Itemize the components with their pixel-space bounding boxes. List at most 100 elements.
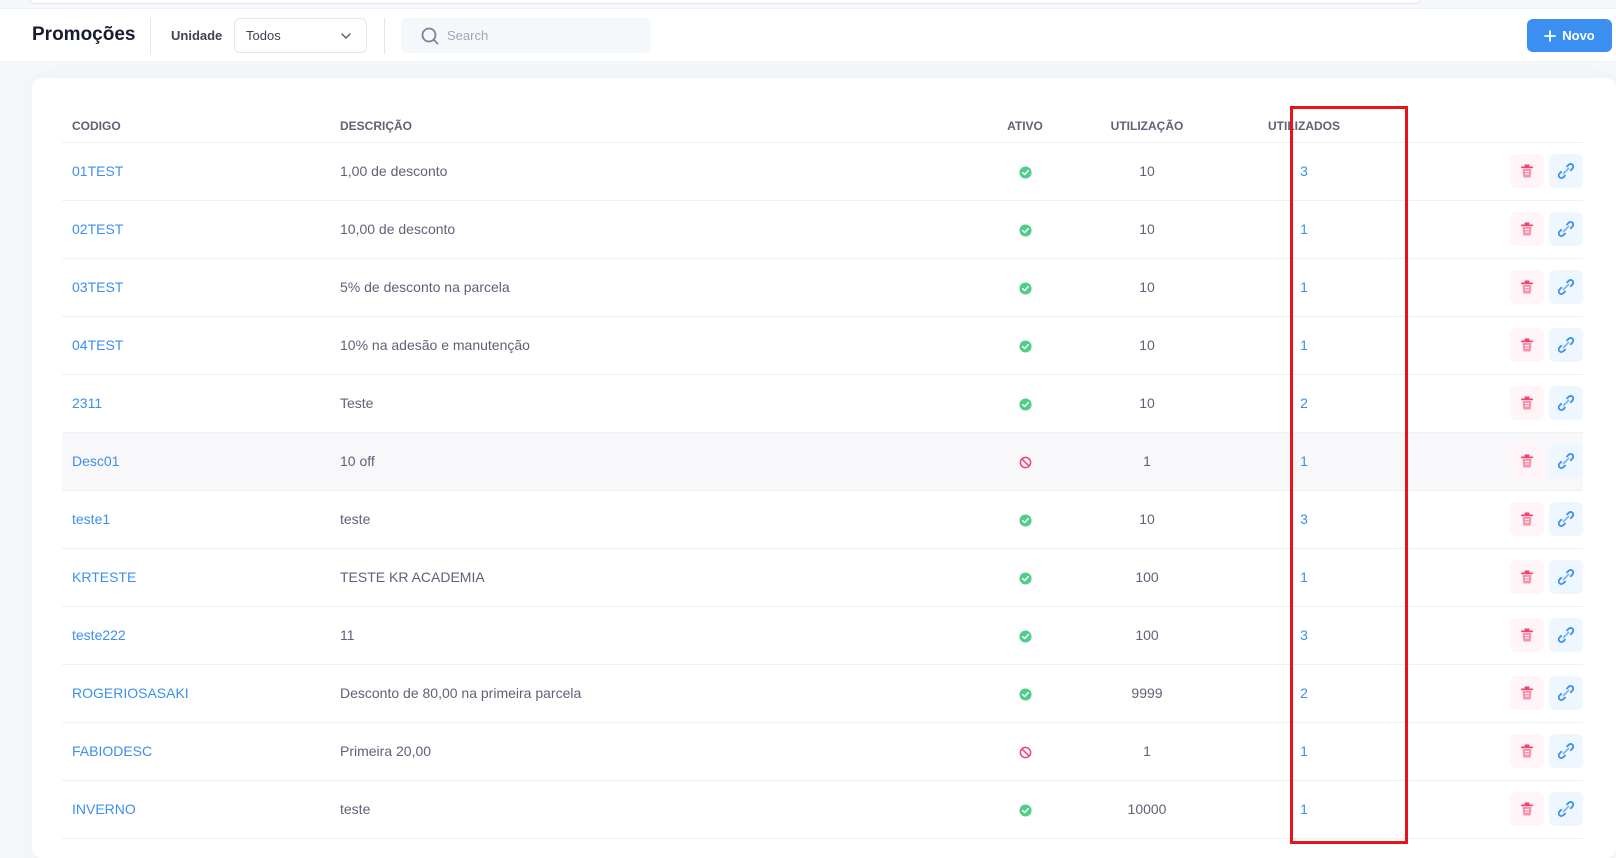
- used-count-link[interactable]: 1: [1300, 221, 1308, 237]
- check-circle-icon: [1018, 688, 1032, 701]
- promotion-code-link[interactable]: 03TEST: [72, 279, 124, 295]
- promotion-code-link[interactable]: INVERNO: [72, 801, 136, 817]
- link-button[interactable]: [1549, 560, 1583, 594]
- cell-active: [980, 722, 1070, 781]
- link-button[interactable]: [1549, 212, 1583, 246]
- cell-used: 3: [1224, 606, 1384, 665]
- cell-usage: 9999: [1070, 664, 1224, 723]
- delete-button[interactable]: [1510, 792, 1544, 826]
- trash-icon: [1521, 802, 1533, 816]
- cell-actions: [1384, 780, 1583, 839]
- table-row: ROGERIOSASAKI Desconto de 80,00 na primei…: [62, 664, 1583, 723]
- promotions-card: CODIGO DESCRIÇÃO ATIVO UTILIZAÇÃO UTILIZ…: [32, 78, 1616, 858]
- cell-usage: 100: [1070, 606, 1224, 665]
- link-icon: [1558, 511, 1574, 527]
- delete-button[interactable]: [1510, 502, 1544, 536]
- check-circle-icon: [1018, 282, 1032, 295]
- link-button[interactable]: [1549, 154, 1583, 188]
- link-button[interactable]: [1549, 444, 1583, 478]
- delete-button[interactable]: [1510, 328, 1544, 362]
- used-count-link[interactable]: 1: [1300, 569, 1308, 585]
- link-icon: [1558, 569, 1574, 585]
- cell-code: FABIODESC: [62, 722, 340, 781]
- table-row: FABIODESC Primeira 20,00 1 1: [62, 722, 1583, 781]
- delete-button[interactable]: [1510, 444, 1544, 478]
- used-count-link[interactable]: 3: [1300, 511, 1308, 527]
- cell-code: 03TEST: [62, 258, 340, 317]
- used-count-link[interactable]: 2: [1300, 685, 1308, 701]
- link-button[interactable]: [1549, 792, 1583, 826]
- unit-select[interactable]: Todos: [234, 18, 367, 53]
- used-count-link[interactable]: 1: [1300, 453, 1308, 469]
- promotion-code-link[interactable]: 02TEST: [72, 221, 124, 237]
- link-icon: [1558, 337, 1574, 353]
- page-header: Promoções Unidade Todos Novo: [0, 8, 1616, 62]
- check-circle-icon: [1018, 630, 1032, 643]
- delete-button[interactable]: [1510, 270, 1544, 304]
- cell-description: 10% na adesão e manutenção: [340, 316, 980, 375]
- used-count-link[interactable]: 2: [1300, 395, 1308, 411]
- used-count-link[interactable]: 1: [1300, 801, 1308, 817]
- used-count-link[interactable]: 3: [1300, 163, 1308, 179]
- cell-usage: 10: [1070, 200, 1224, 259]
- delete-button[interactable]: [1510, 734, 1544, 768]
- column-header-active[interactable]: ATIVO: [980, 100, 1070, 143]
- used-count-link[interactable]: 3: [1300, 627, 1308, 643]
- delete-button[interactable]: [1510, 676, 1544, 710]
- link-button[interactable]: [1549, 270, 1583, 304]
- link-button[interactable]: [1549, 502, 1583, 536]
- link-button[interactable]: [1549, 676, 1583, 710]
- cell-usage: 10000: [1070, 780, 1224, 839]
- trash-icon: [1521, 164, 1533, 178]
- search-icon: [421, 27, 439, 45]
- new-button[interactable]: Novo: [1527, 19, 1612, 52]
- column-header-used[interactable]: UTILIZADOS: [1224, 100, 1384, 143]
- delete-button[interactable]: [1510, 618, 1544, 652]
- used-count-link[interactable]: 1: [1300, 279, 1308, 295]
- delete-button[interactable]: [1510, 212, 1544, 246]
- link-button[interactable]: [1549, 734, 1583, 768]
- link-button[interactable]: [1549, 618, 1583, 652]
- promotion-code-link[interactable]: ROGERIOSASAKI: [72, 685, 189, 701]
- table-row: 04TEST 10% na adesão e manutenção 10 1: [62, 316, 1583, 375]
- link-button[interactable]: [1549, 328, 1583, 362]
- promotion-code-link[interactable]: Desc01: [72, 453, 120, 469]
- cell-actions: [1384, 664, 1583, 723]
- cell-usage: 1: [1070, 432, 1224, 491]
- promotion-code-link[interactable]: FABIODESC: [72, 743, 153, 759]
- column-header-description[interactable]: DESCRIÇÃO: [340, 100, 980, 143]
- promotion-code-link[interactable]: 04TEST: [72, 337, 124, 353]
- promotion-code-link[interactable]: 2311: [72, 395, 103, 411]
- promotion-code-link[interactable]: KRTESTE: [72, 569, 137, 585]
- cell-code: Desc01: [62, 432, 340, 491]
- used-count-link[interactable]: 1: [1300, 743, 1308, 759]
- cell-usage: 100: [1070, 548, 1224, 607]
- cell-active: [980, 258, 1070, 317]
- trash-icon: [1521, 744, 1533, 758]
- cell-actions: [1384, 432, 1583, 491]
- promotion-code-link[interactable]: 01TEST: [72, 163, 124, 179]
- cell-description: Primeira 20,00: [340, 722, 980, 781]
- cell-code: 2311: [62, 374, 340, 433]
- ban-icon: [1019, 746, 1031, 759]
- plus-icon: [1544, 29, 1557, 42]
- check-circle-icon: [1018, 572, 1032, 585]
- trash-icon: [1521, 628, 1533, 642]
- divider: [150, 18, 151, 54]
- link-icon: [1558, 395, 1574, 411]
- search-input[interactable]: [447, 18, 642, 53]
- delete-button[interactable]: [1510, 386, 1544, 420]
- delete-button[interactable]: [1510, 154, 1544, 188]
- cell-used: 1: [1224, 258, 1384, 317]
- cell-actions: [1384, 200, 1583, 259]
- column-header-usage[interactable]: UTILIZAÇÃO: [1070, 100, 1224, 143]
- cell-code: 04TEST: [62, 316, 340, 375]
- cell-code: INVERNO: [62, 780, 340, 839]
- link-button[interactable]: [1549, 386, 1583, 420]
- used-count-link[interactable]: 1: [1300, 337, 1308, 353]
- cell-description: 10 off: [340, 432, 980, 491]
- delete-button[interactable]: [1510, 560, 1544, 594]
- promotion-code-link[interactable]: teste222: [72, 627, 126, 643]
- column-header-code[interactable]: CODIGO: [62, 100, 340, 143]
- promotion-code-link[interactable]: teste1: [72, 511, 111, 527]
